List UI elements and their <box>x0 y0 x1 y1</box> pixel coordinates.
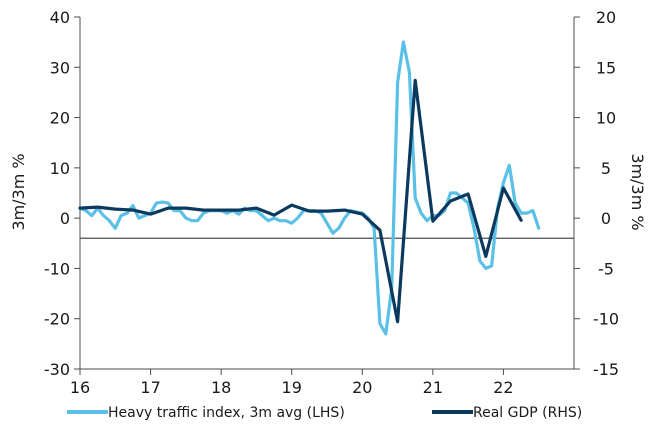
x-tick-label: 22 <box>493 378 513 397</box>
x-axis: 16 17 18 19 20 21 22 <box>70 368 574 397</box>
right-tick-label: 15 <box>596 58 616 77</box>
right-tick-label: 10 <box>596 109 616 128</box>
x-tick-label: 18 <box>211 378 231 397</box>
x-tick-label: 20 <box>352 378 372 397</box>
right-axis: 20 15 10 5 0 -5 -10 -15 <box>573 8 619 379</box>
right-tick-label: -10 <box>593 310 619 329</box>
left-tick-label: 40 <box>50 8 70 27</box>
left-tick-label: 0 <box>60 209 70 228</box>
right-tick-label: 20 <box>596 8 616 27</box>
series-lines <box>78 40 541 336</box>
legend-label-heavy-traffic: Heavy traffic index, 3m avg (LHS) <box>108 405 345 421</box>
heavy-traffic-index-line <box>78 40 541 336</box>
legend-label-real-gdp: Real GDP (RHS) <box>473 405 582 421</box>
left-tick-label: -20 <box>44 310 70 329</box>
right-tick-label: 0 <box>601 209 611 228</box>
right-tick-label: -5 <box>598 259 614 278</box>
x-tick-label: 16 <box>70 378 90 397</box>
legend: Heavy traffic index, 3m avg (LHS) Real G… <box>67 405 582 421</box>
right-axis-title: 3m/3m % <box>628 153 647 230</box>
left-tick-label: 30 <box>50 58 70 77</box>
left-axis: 40 30 20 10 0 -10 -20 -30 <box>44 8 81 379</box>
x-tick-label: 21 <box>423 378 443 397</box>
real-gdp-line <box>78 78 523 324</box>
x-tick-label: 17 <box>140 378 160 397</box>
left-axis-title: 3m/3m % <box>9 153 28 230</box>
right-tick-label: 5 <box>601 159 611 178</box>
left-tick-label: -30 <box>44 360 70 379</box>
right-tick-label: -15 <box>593 360 619 379</box>
x-tick-label: 19 <box>282 378 302 397</box>
left-tick-label: 10 <box>50 159 70 178</box>
left-tick-label: 20 <box>50 109 70 128</box>
left-tick-label: -10 <box>44 259 70 278</box>
